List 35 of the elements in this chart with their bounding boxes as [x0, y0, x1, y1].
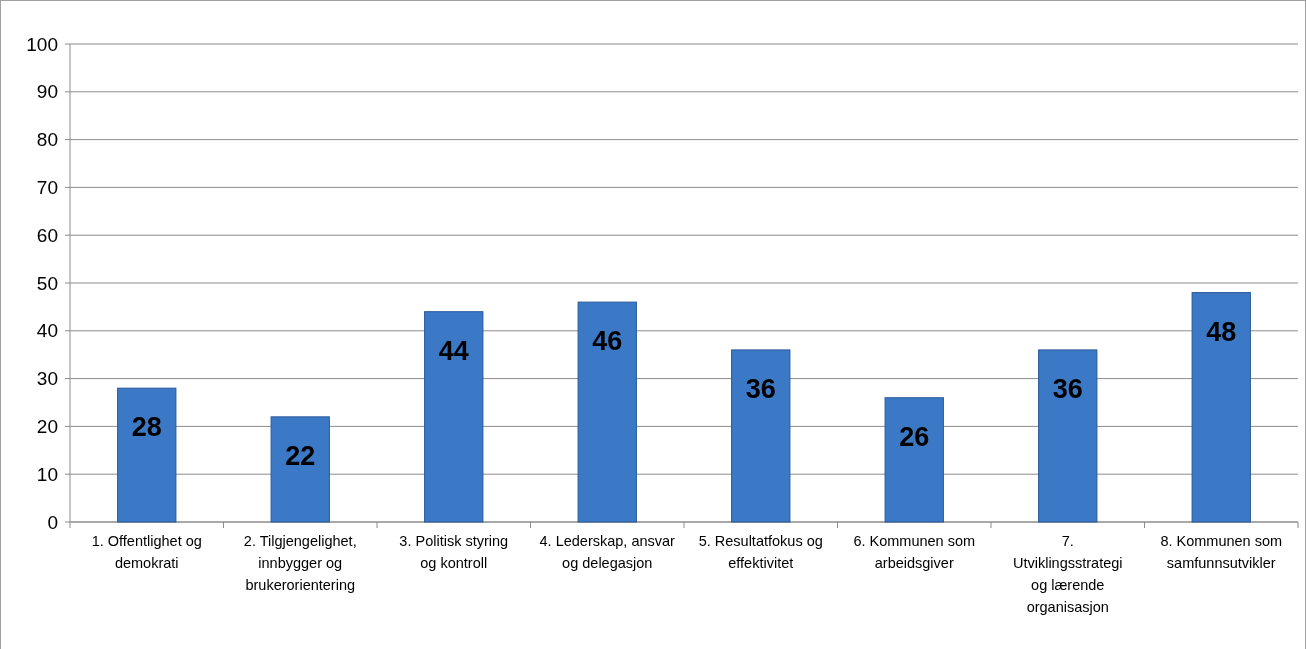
data-label: 46: [592, 326, 623, 357]
y-tick-label: 80: [36, 129, 58, 151]
y-tick-label: 60: [36, 224, 58, 246]
bar: [884, 397, 944, 523]
y-tick-label: 70: [36, 177, 58, 199]
y-tick-label: 30: [36, 368, 58, 390]
bar: [1191, 292, 1251, 523]
x-tick-label: 6. Kommunen som arbeidsgiver: [853, 533, 976, 571]
y-tick-label: 20: [36, 416, 58, 438]
y-tick-label: 50: [36, 272, 58, 294]
x-tick-label: 5. Resultatfokus og effektivitet: [698, 533, 823, 571]
x-tick-label: 1. Offentlighet og demokrati: [91, 533, 202, 571]
data-label: 36: [745, 373, 776, 404]
x-tick-label: 3. Politisk styring og kontroll: [399, 533, 509, 571]
bar: [731, 349, 791, 523]
data-label: 22: [285, 440, 316, 471]
data-label: 44: [438, 335, 469, 366]
x-tick-label: 7. Utviklingsstrategi og lærende organisasjon: [1012, 533, 1123, 615]
y-tick-label: 90: [36, 81, 58, 103]
bar: [424, 311, 484, 523]
y-tick-label: 0: [47, 511, 58, 533]
bar: [1038, 349, 1098, 523]
x-tick-label: 2. Tilgjengelighet, innbygger og brukerorientering: [243, 533, 357, 593]
bar: [577, 301, 637, 523]
bar: [270, 416, 330, 523]
y-tick-label: 40: [36, 320, 58, 342]
data-label: 26: [899, 421, 930, 452]
bar: [117, 387, 177, 523]
y-tick-label: 100: [26, 33, 58, 55]
x-tick-label: 8. Kommunen som samfunnsutvikler: [1160, 533, 1283, 571]
data-label: 48: [1206, 316, 1237, 347]
y-tick-label: 10: [36, 463, 58, 485]
data-label: 28: [131, 412, 162, 443]
data-label: 36: [1052, 373, 1083, 404]
x-tick-label: 4. Lederskap, ansvar og delegasjon: [539, 533, 676, 571]
